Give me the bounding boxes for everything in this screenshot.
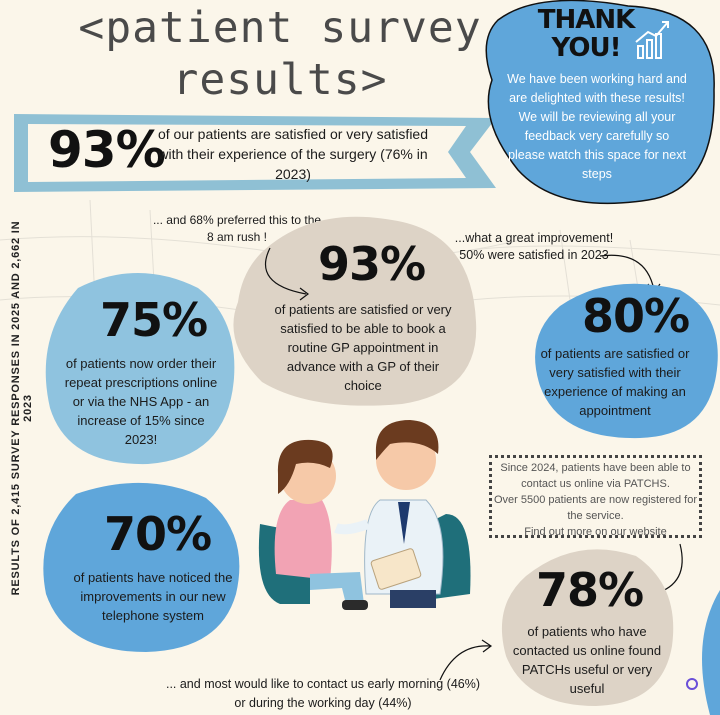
page-title: <patient survey results> [0, 2, 560, 106]
thank-you-line-2: YOU! [551, 33, 622, 63]
patchs-line-3: Find out more on our website [524, 526, 667, 538]
title-line-1: <patient survey [78, 3, 482, 53]
note-morning: ... and most would like to contact us ea… [165, 677, 481, 710]
stat-blob-beige-1 [233, 216, 477, 406]
title-line-2: results> [172, 55, 388, 105]
patchs-line-1: Since 2024, patients have been able to c… [500, 462, 691, 490]
note-improvement: ...what a great improvement! 50% were sa… [454, 231, 614, 262]
stat-3-text: of patients are satisfied or very satisf… [540, 346, 690, 418]
stat-4-percent: 70% [104, 507, 212, 561]
stat-blob-lightblue-1 [45, 273, 235, 465]
stat-3-percent: 80% [582, 289, 690, 343]
survey-responses-label: RESULTS OF 2,415 SURVEY RESPONSES IN 202… [10, 220, 34, 596]
headline-text: of our patients are satisfied or very sa… [157, 126, 429, 182]
arrow-rush [265, 247, 309, 301]
stat-blob-beige-2 [501, 549, 674, 706]
patchs-line-2: Over 5500 patients are now registered fo… [494, 494, 698, 522]
stat-1-text: of patients are satisfied or very satisf… [274, 302, 452, 393]
decorative-swirl [686, 590, 720, 715]
thank-you-line-1: THANK [537, 5, 636, 35]
doctor-patient-illustration [258, 420, 471, 610]
stat-blob-blue-2 [43, 482, 240, 652]
arrow-morning [439, 639, 493, 681]
stat-5-percent: 78% [536, 563, 644, 617]
chart-growth-icon [635, 21, 669, 59]
patchs-info-box: Since 2024, patients have been able to c… [489, 455, 702, 538]
thank-you-blob [485, 0, 715, 205]
headline-percent: 93% [48, 121, 166, 179]
thank-you-title: THANK YOU! [536, 6, 636, 62]
stat-2-percent: 75% [100, 293, 208, 347]
stat-1-percent: 93% [318, 237, 426, 291]
stat-2-text: of patients now order their repeat presc… [64, 356, 218, 447]
stat-blob-blue-1 [535, 283, 718, 439]
thank-you-text: We have been working hard and are deligh… [507, 72, 687, 181]
note-rush: ... and 68% preferred this to the 8 am r… [152, 213, 322, 244]
headline-banner [14, 114, 496, 192]
stat-4-text: of patients have noticed the improvement… [73, 570, 233, 623]
stat-5-text: of patients who have contacted us online… [512, 624, 662, 696]
